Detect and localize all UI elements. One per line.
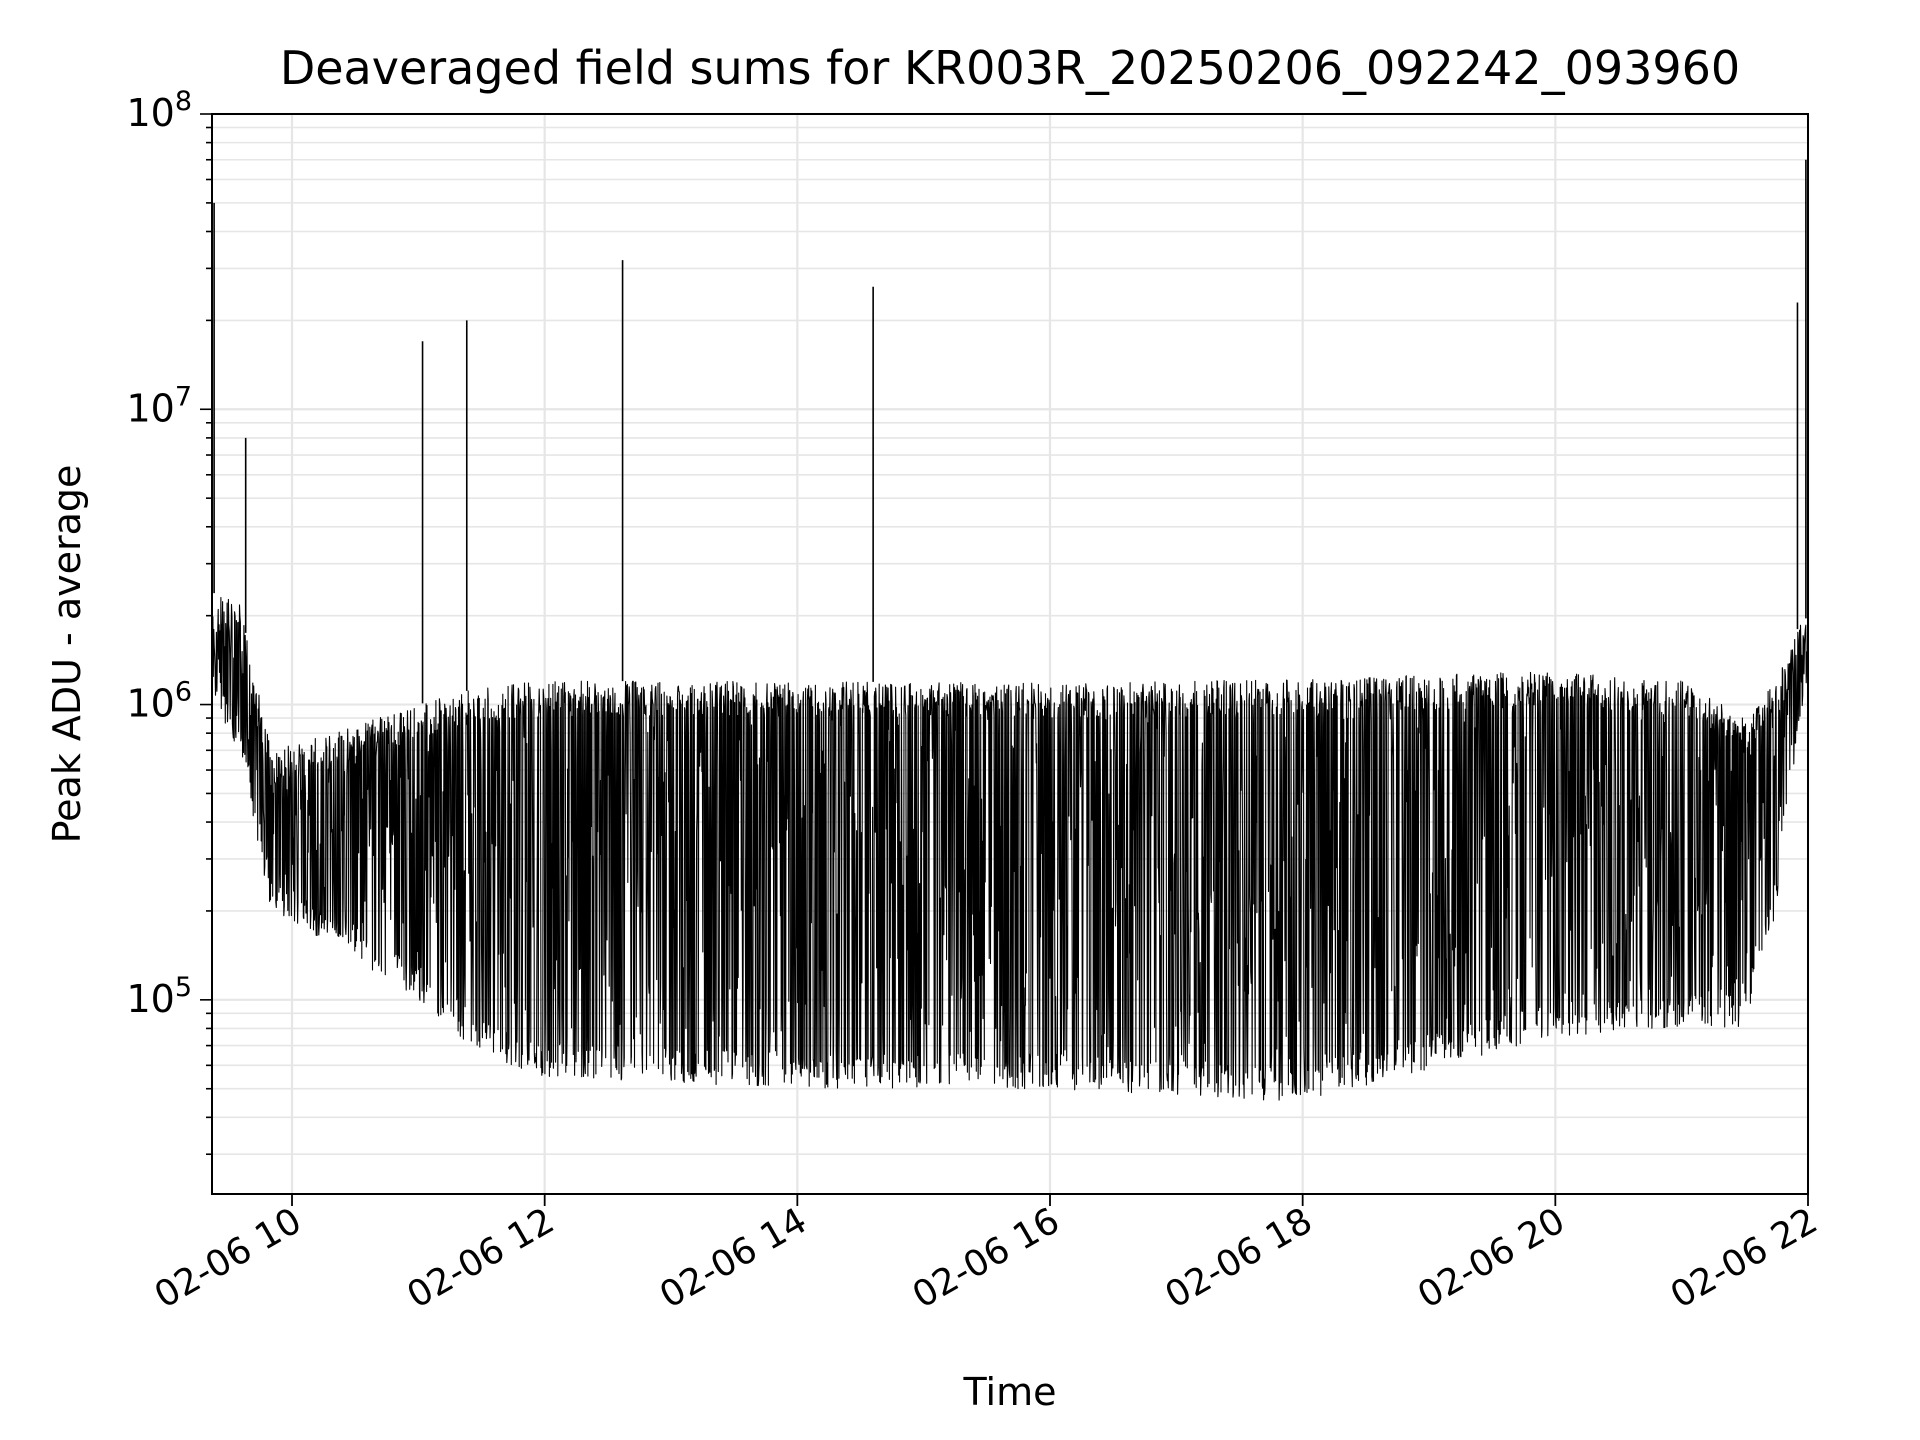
chart-title: Deaveraged field sums for KR003R_2025020… xyxy=(280,41,1740,95)
y-axis-title: Peak ADU - average xyxy=(45,465,89,844)
y-tick-label: 105 xyxy=(126,972,192,1021)
y-tick-label: 108 xyxy=(126,86,192,135)
data-series xyxy=(211,159,1809,1101)
y-tick-label: 106 xyxy=(126,677,192,726)
x-axis-title: Time xyxy=(963,1370,1057,1414)
y-tick-label: 107 xyxy=(126,381,192,430)
y-axis: 105 106 107 108 xyxy=(126,86,212,1156)
data-trace xyxy=(211,596,1809,1101)
plot-frame xyxy=(211,113,1809,1195)
